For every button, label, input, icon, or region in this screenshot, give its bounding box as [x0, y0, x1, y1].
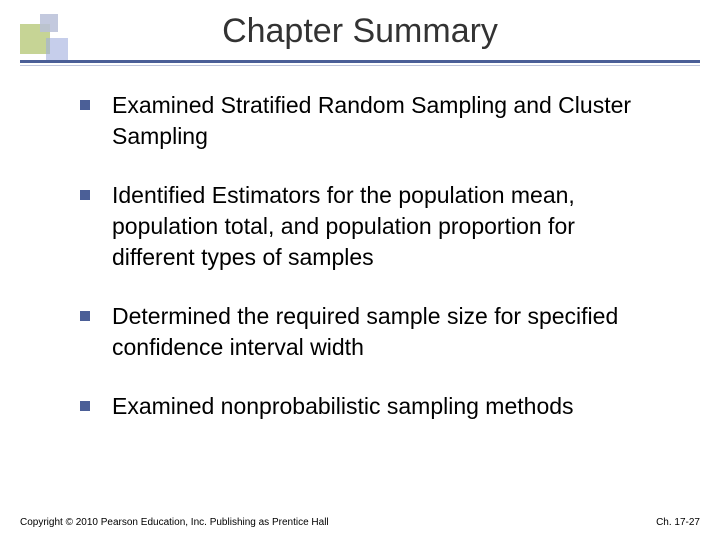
list-item: Examined nonprobabilistic sampling metho… — [80, 391, 660, 422]
bullet-text: Identified Estimators for the population… — [112, 180, 660, 273]
list-item: Determined the required sample size for … — [80, 301, 660, 363]
bullet-square-icon — [80, 401, 90, 411]
title-rule — [20, 60, 700, 63]
list-item: Examined Stratified Random Sampling and … — [80, 90, 660, 152]
page-number: Ch. 17-27 — [656, 517, 700, 528]
list-item: Identified Estimators for the population… — [80, 180, 660, 273]
bullet-square-icon — [80, 190, 90, 200]
slide: Chapter Summary Examined Stratified Rand… — [0, 0, 720, 540]
bullet-square-icon — [80, 311, 90, 321]
title-rule-thin — [20, 65, 700, 66]
bullet-text: Examined Stratified Random Sampling and … — [112, 90, 660, 152]
bullet-text: Determined the required sample size for … — [112, 301, 660, 363]
bullet-square-icon — [80, 100, 90, 110]
footer: Copyright © 2010 Pearson Education, Inc.… — [20, 517, 700, 528]
content-area: Examined Stratified Random Sampling and … — [80, 90, 660, 450]
bullet-text: Examined nonprobabilistic sampling metho… — [112, 391, 574, 422]
slide-title: Chapter Summary — [0, 12, 720, 51]
copyright-text: Copyright © 2010 Pearson Education, Inc.… — [20, 517, 329, 528]
